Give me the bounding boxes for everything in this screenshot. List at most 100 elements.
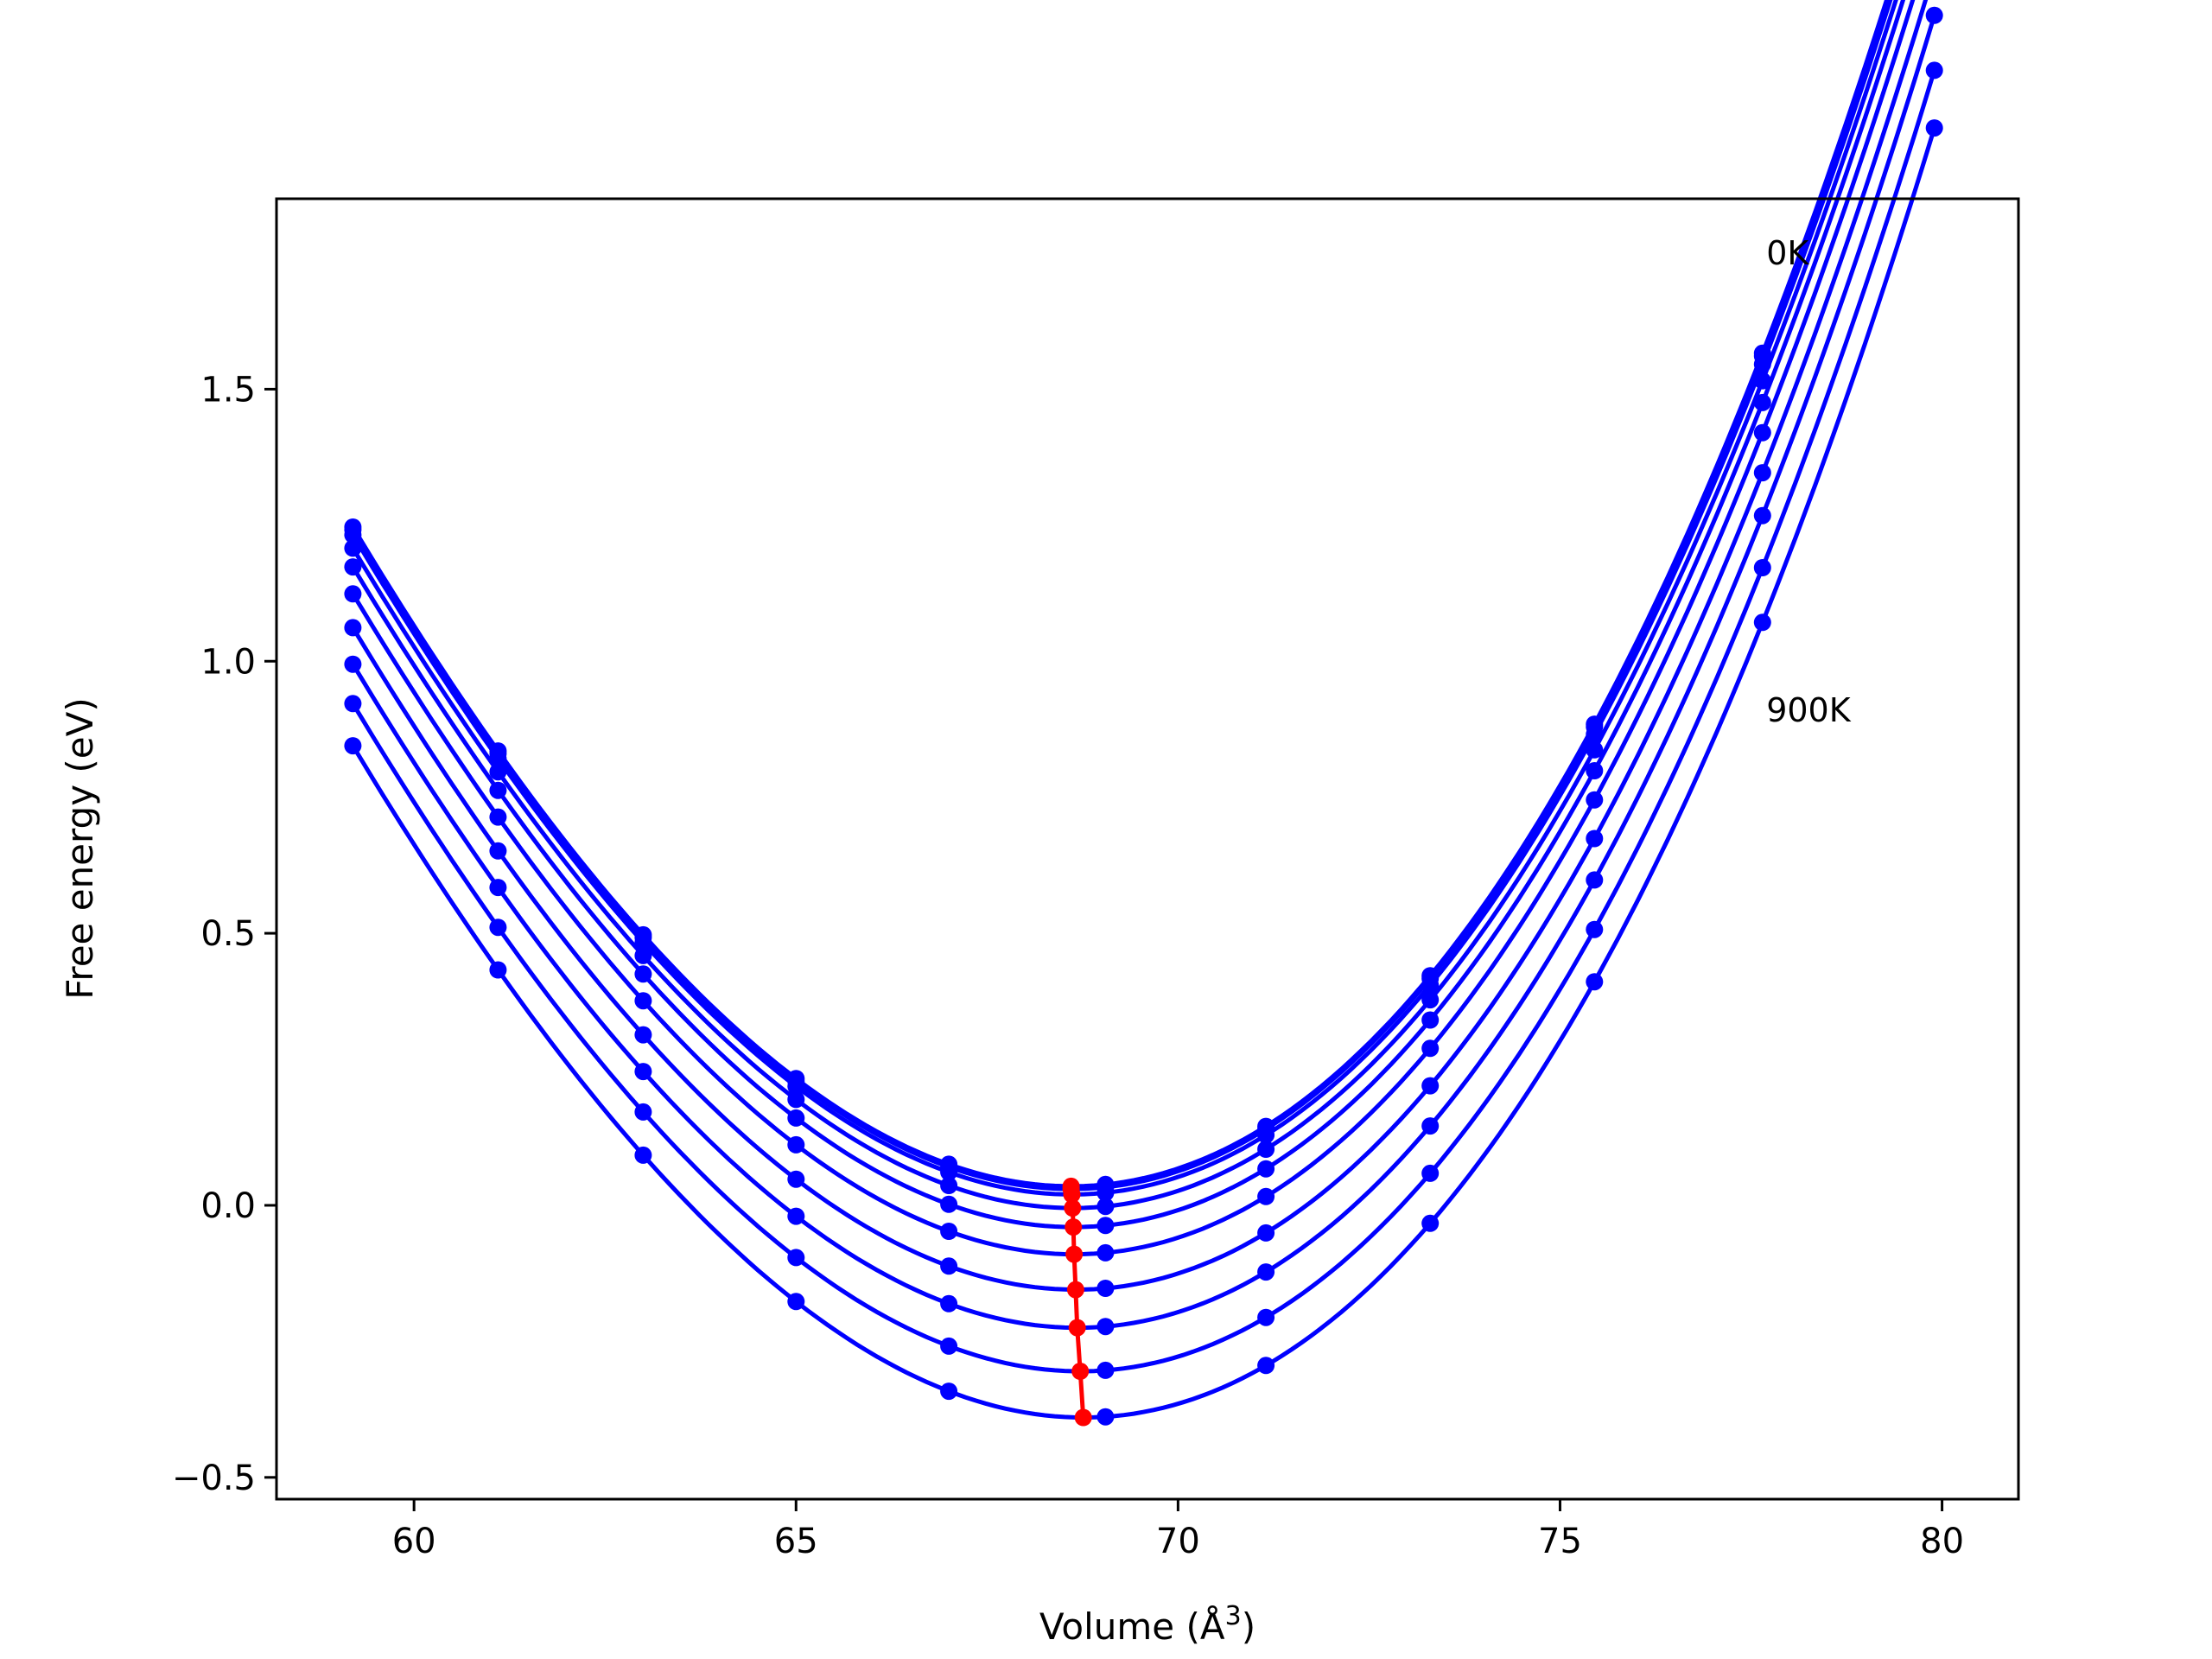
y-tick-label: 1.0	[200, 642, 256, 682]
data-point	[1586, 871, 1604, 889]
data-point	[634, 1026, 652, 1044]
data-point	[1753, 464, 1771, 482]
data-point	[344, 619, 362, 637]
data-point	[1753, 613, 1771, 632]
data-point	[787, 1293, 805, 1311]
data-point	[1586, 920, 1604, 938]
data-point	[787, 1077, 805, 1096]
fit-curve-1	[351, 0, 1891, 1192]
data-point	[1257, 1308, 1275, 1326]
data-point	[489, 763, 507, 781]
data-point	[787, 1249, 805, 1267]
data-point	[1586, 791, 1604, 809]
data-point	[1257, 1224, 1275, 1242]
y-tick-label: 1.5	[200, 370, 256, 410]
data-point	[344, 526, 362, 544]
data-point	[634, 965, 652, 983]
data-point	[1421, 991, 1440, 1009]
data-point	[787, 1090, 805, 1109]
data-point	[634, 933, 652, 951]
data-point	[787, 1109, 805, 1127]
data-point	[634, 1146, 652, 1164]
data-point	[1096, 1361, 1115, 1379]
data-point	[489, 842, 507, 860]
temperature-label: 900K	[1766, 691, 1852, 729]
data-point	[1753, 423, 1771, 442]
minimum-point	[1065, 1218, 1083, 1236]
minimum-point	[1068, 1319, 1086, 1337]
data-point	[1096, 1318, 1115, 1336]
data-point	[1257, 1263, 1275, 1281]
data-point	[1421, 1117, 1440, 1135]
x-tick-label: 70	[1156, 1522, 1200, 1561]
x-tick-label: 60	[392, 1522, 436, 1561]
minimum-point	[1066, 1281, 1084, 1299]
fit-curve-4	[351, 0, 1906, 1230]
data-points	[344, 6, 1943, 1426]
data-point	[940, 1382, 958, 1401]
data-point	[1753, 393, 1771, 411]
y-axis-ticks: −0.5 0.0 0.5 1.0 1.5	[172, 370, 276, 1498]
data-point	[344, 558, 362, 576]
data-point	[787, 1135, 805, 1154]
data-point	[489, 918, 507, 937]
data-point	[1421, 976, 1440, 994]
x-axis-title: Volume (Å3)	[1039, 1601, 1255, 1649]
data-point	[489, 750, 507, 767]
data-point	[344, 585, 362, 603]
annotations: 0K 900K	[1766, 234, 1852, 729]
data-point	[1421, 1214, 1440, 1232]
data-point	[1753, 506, 1771, 524]
data-point	[1096, 1184, 1115, 1202]
fit-curve-5	[351, 0, 1916, 1257]
data-point	[1753, 355, 1771, 373]
data-point	[1753, 372, 1771, 390]
y-tick-label: 0.0	[200, 1186, 256, 1226]
plot-frame	[275, 197, 2020, 1501]
y-axis-title: Free energy (eV)	[59, 697, 101, 1000]
data-point	[787, 1170, 805, 1188]
data-point	[1096, 1280, 1115, 1297]
minimum-point	[1063, 1185, 1081, 1204]
minimum-point	[1064, 1199, 1082, 1217]
data-point	[489, 879, 507, 897]
data-point	[1257, 1187, 1275, 1205]
data-point	[344, 655, 362, 673]
x-axis-ticks: 60 65 70 75 80	[392, 1499, 1964, 1561]
data-point	[1421, 1077, 1440, 1095]
data-point	[344, 539, 362, 557]
temperature-label: 0K	[1766, 234, 1809, 272]
data-point	[344, 695, 362, 713]
data-point	[940, 1177, 958, 1194]
fit-curve-3	[351, 0, 1898, 1211]
data-point	[489, 961, 507, 979]
data-point	[634, 946, 652, 964]
data-point	[1586, 762, 1604, 779]
data-point	[1421, 1039, 1440, 1058]
data-point	[1096, 1198, 1115, 1216]
fit-curve-7	[351, 15, 1937, 1331]
data-point	[489, 808, 507, 826]
data-point	[1925, 119, 1943, 137]
fit-curve-8	[351, 69, 1937, 1374]
fit-curve-6	[351, 0, 1929, 1293]
data-point	[787, 1207, 805, 1225]
data-point	[940, 1163, 958, 1181]
data-point	[1753, 559, 1771, 576]
fit-curve-2	[351, 0, 1893, 1197]
data-point	[1421, 1164, 1440, 1182]
fit-curve-9	[351, 127, 1937, 1421]
data-point	[1586, 830, 1604, 848]
data-point	[940, 1223, 958, 1240]
x-tick-label: 75	[1538, 1522, 1582, 1561]
data-point	[1096, 1243, 1115, 1262]
data-point	[1925, 6, 1943, 24]
x-tick-label: 65	[774, 1522, 818, 1561]
data-point	[940, 1294, 958, 1313]
data-point	[1925, 61, 1943, 79]
data-point	[1421, 1011, 1440, 1029]
minimum-point	[1074, 1408, 1092, 1427]
data-point	[1096, 1408, 1115, 1426]
x-tick-label: 80	[1920, 1522, 1964, 1561]
